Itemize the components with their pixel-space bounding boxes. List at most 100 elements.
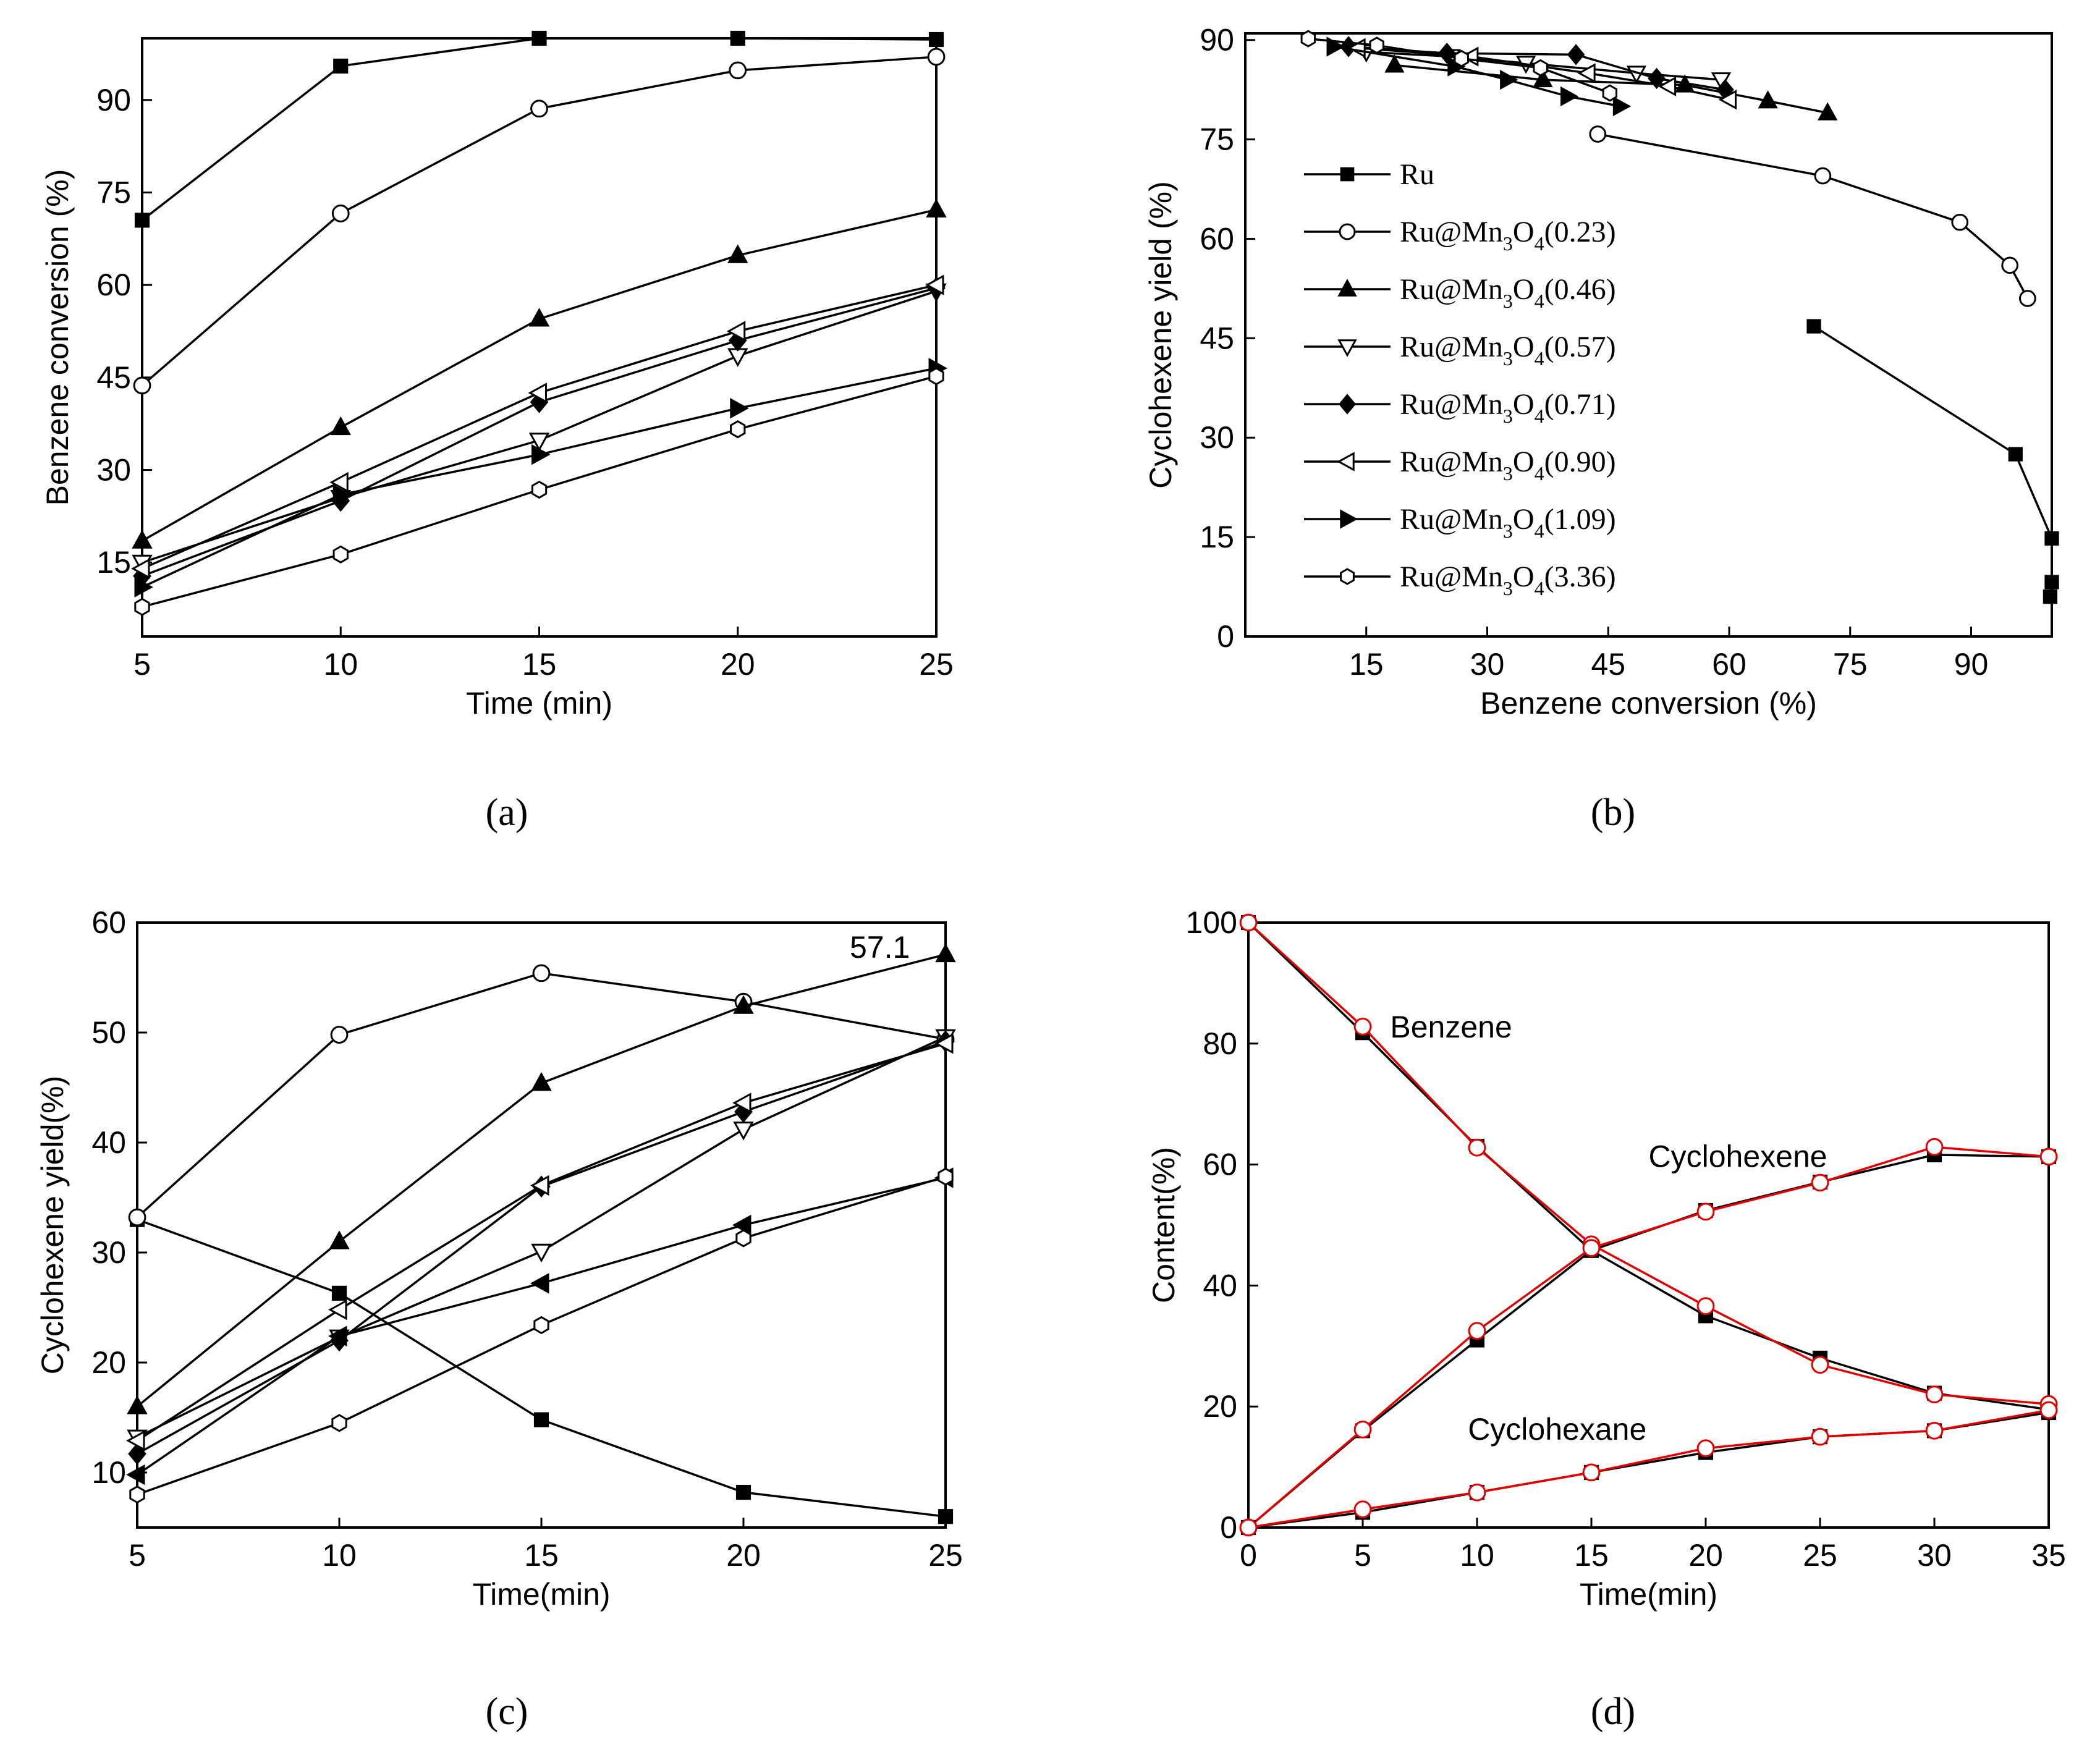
chart-a: 5 10 15 20 25 15 30 45 60 75 90 Time (min) Benzene c… — [40, 30, 954, 834]
legend-marker — [1340, 509, 1358, 529]
chart-d: 0 5 10 15 20 25 30 35 0 20 40 60 80 100 Time(min) Conte… — [1146, 905, 2066, 1733]
y-tick-label: 45 — [1200, 321, 1234, 355]
y-tick-label: 80 — [1203, 1026, 1237, 1061]
x-tick-label: 5 — [129, 1538, 146, 1573]
data-point — [2001, 256, 2018, 274]
series-1 — [133, 48, 946, 395]
chart-b: 15 30 45 60 75 90 0 15 30 45 60 75 90 Benzene convers… — [1143, 23, 2059, 834]
y-axis-label: Cyclohexene yield(%) — [35, 1076, 70, 1375]
x-axis-label: Benzene conversion (%) — [1480, 686, 1817, 721]
data-point — [1718, 90, 1737, 110]
data-point — [732, 1214, 752, 1236]
series-5 — [131, 274, 944, 579]
data-point — [727, 348, 748, 367]
series-7 — [129, 1167, 954, 1504]
legend-marker — [1337, 339, 1357, 357]
x-axis-label: Time(min) — [472, 1577, 610, 1612]
data-point — [1758, 90, 1778, 109]
series-2 — [127, 943, 956, 1414]
series-2 — [132, 198, 947, 549]
series-line — [142, 287, 937, 577]
y-tick-label: 0 — [1220, 1510, 1237, 1545]
x-axis-label: Time(min) — [1580, 1577, 1717, 1612]
y-axis-label: Cyclohexene yield (%) — [1143, 181, 1178, 488]
data-point — [1437, 43, 1456, 64]
x-tick-label: 35 — [2031, 1538, 2066, 1573]
y-tick-label: 30 — [96, 453, 131, 488]
data-point — [727, 244, 748, 263]
y-tick-label: 60 — [1203, 1147, 1237, 1182]
x-tick-label: 15 — [524, 1538, 559, 1573]
data-point — [329, 1230, 350, 1249]
y-tick-label: 0 — [1217, 619, 1234, 654]
data-point — [132, 530, 153, 549]
data-point — [128, 1208, 146, 1227]
x-tick-label: 15 — [1349, 647, 1384, 682]
data-point — [1696, 1297, 1715, 1316]
y-tick-label: 100 — [1186, 905, 1237, 940]
legend-entry: Ru@Mn3O4(0.23) — [1304, 216, 1616, 255]
x-tick-label: 10 — [1460, 1538, 1494, 1573]
y-tick-label: 90 — [1200, 23, 1234, 57]
legend-marker — [1337, 452, 1355, 471]
data-point — [927, 48, 946, 66]
data-point — [1811, 1173, 1829, 1192]
data-point — [1468, 1138, 1486, 1157]
data-point — [126, 1430, 145, 1452]
legend-entry: Ru — [1304, 158, 1434, 191]
series-1 — [1589, 125, 2036, 307]
y-tick-label: 40 — [1203, 1268, 1237, 1303]
series-line — [137, 1175, 946, 1496]
series-line — [137, 1036, 946, 1439]
data-point — [1589, 125, 1607, 143]
panel-label: (c) — [486, 1691, 528, 1733]
legend-label: Ru@Mn3O4(0.90) — [1400, 446, 1616, 484]
x-tick-label: 75 — [1833, 647, 1868, 682]
series-2 — [1384, 54, 1838, 120]
panel-label: (b) — [1591, 792, 1635, 834]
data-point — [2039, 1147, 2058, 1166]
data-point — [1582, 1463, 1601, 1482]
series-7 — [1300, 30, 1618, 102]
data-point — [126, 1464, 145, 1485]
data-point — [730, 30, 745, 46]
y-tick-label: 60 — [1200, 221, 1234, 256]
legend-marker — [1339, 223, 1356, 240]
y-tick-label: 15 — [96, 545, 131, 580]
data-point — [528, 433, 550, 452]
data-point — [730, 420, 746, 439]
data-point — [528, 308, 550, 327]
data-point — [1811, 1356, 1829, 1374]
y-tick-label: 30 — [91, 1235, 126, 1270]
data-point — [1612, 96, 1632, 117]
data-point — [1560, 86, 1579, 107]
curve-label: Benzene — [1390, 1010, 1512, 1044]
peak-annotation: 57.1 — [850, 930, 910, 965]
x-tick-label: 20 — [721, 647, 755, 682]
panel-label: (d) — [1591, 1691, 1635, 1733]
series-line — [137, 1218, 946, 1518]
data-point — [328, 1299, 347, 1321]
data-point — [331, 1285, 347, 1301]
data-point — [531, 1243, 552, 1263]
data-point — [134, 577, 153, 598]
data-point — [1300, 30, 1316, 48]
series-line — [1247, 1146, 2049, 1529]
data-point — [1814, 167, 1832, 185]
legend-entry: Ru@Mn3O4(3.36) — [1304, 560, 1616, 599]
data-point — [1533, 59, 1548, 77]
x-tick-label: 30 — [1917, 1538, 1952, 1573]
curve-label: Cyclohexane — [1468, 1412, 1646, 1447]
legend-label: Ru — [1400, 158, 1434, 191]
data-point — [332, 484, 352, 505]
series-5 — [126, 1033, 954, 1452]
data-point — [1806, 319, 1821, 334]
data-point — [2043, 590, 2058, 604]
chart-c: 5 10 15 20 25 10 20 30 40 50 60 Time(min) Cyclohexen… — [35, 905, 963, 1733]
data-point — [1369, 36, 1384, 54]
y-tick-label: 40 — [91, 1125, 126, 1160]
y-tick-label: 75 — [96, 175, 131, 209]
data-point — [127, 1395, 148, 1414]
legend-label: Ru@Mn3O4(0.46) — [1400, 273, 1616, 312]
